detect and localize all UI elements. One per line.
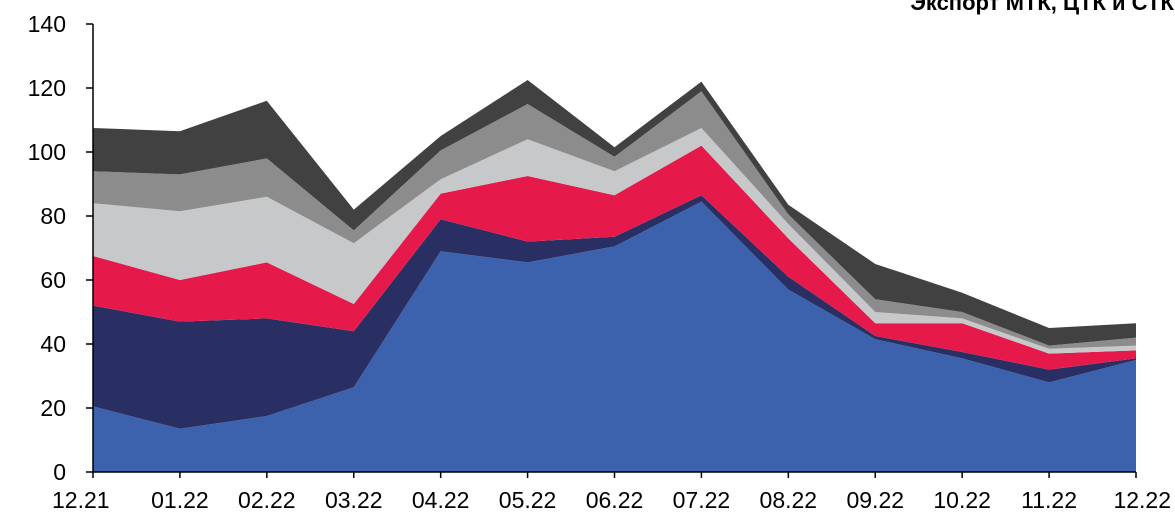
chart-title: Экспорт МТК, ЦТК и СТК, bbox=[910, 0, 1175, 15]
area-series-3 bbox=[93, 145, 1136, 370]
area-series-1 bbox=[93, 201, 1136, 472]
x-tick-label: 12.22 bbox=[1113, 487, 1171, 513]
x-tick-label: 07.22 bbox=[673, 487, 731, 513]
y-axis-ticks: 0 20 40 60 80 100 120 140 bbox=[28, 11, 93, 485]
x-tick-label: 06.22 bbox=[586, 487, 644, 513]
x-tick-label: 04.22 bbox=[412, 487, 470, 513]
y-tick-label: 120 bbox=[28, 75, 66, 101]
x-tick-label: 05.22 bbox=[499, 487, 557, 513]
x-tick-label: 03.22 bbox=[325, 487, 383, 513]
y-tick-label: 140 bbox=[28, 11, 66, 37]
area-series-2 bbox=[93, 195, 1136, 429]
y-tick-label: 60 bbox=[40, 267, 66, 293]
x-tick-label: 02.22 bbox=[238, 487, 296, 513]
x-tick-label: 01.22 bbox=[151, 487, 209, 513]
area-series-6 bbox=[93, 80, 1136, 346]
y-tick-label: 100 bbox=[28, 139, 66, 165]
y-tick-label: 80 bbox=[40, 203, 66, 229]
y-tick-label: 0 bbox=[53, 459, 66, 485]
area-series-group bbox=[93, 80, 1136, 472]
x-tick-label: 09.22 bbox=[846, 487, 904, 513]
x-tick-label: 12.21 bbox=[52, 487, 110, 513]
x-axis-ticks: 12.21 01.22 02.22 03.22 04.22 05.22 06.22 07.22… bbox=[52, 472, 1171, 513]
area-series-4 bbox=[93, 128, 1136, 354]
x-tick-label: 08.22 bbox=[760, 487, 818, 513]
y-tick-label: 20 bbox=[40, 395, 66, 421]
y-tick-label: 40 bbox=[40, 331, 66, 357]
x-tick-label: 11.22 bbox=[1021, 487, 1077, 513]
x-tick-label: 10.22 bbox=[933, 487, 991, 513]
